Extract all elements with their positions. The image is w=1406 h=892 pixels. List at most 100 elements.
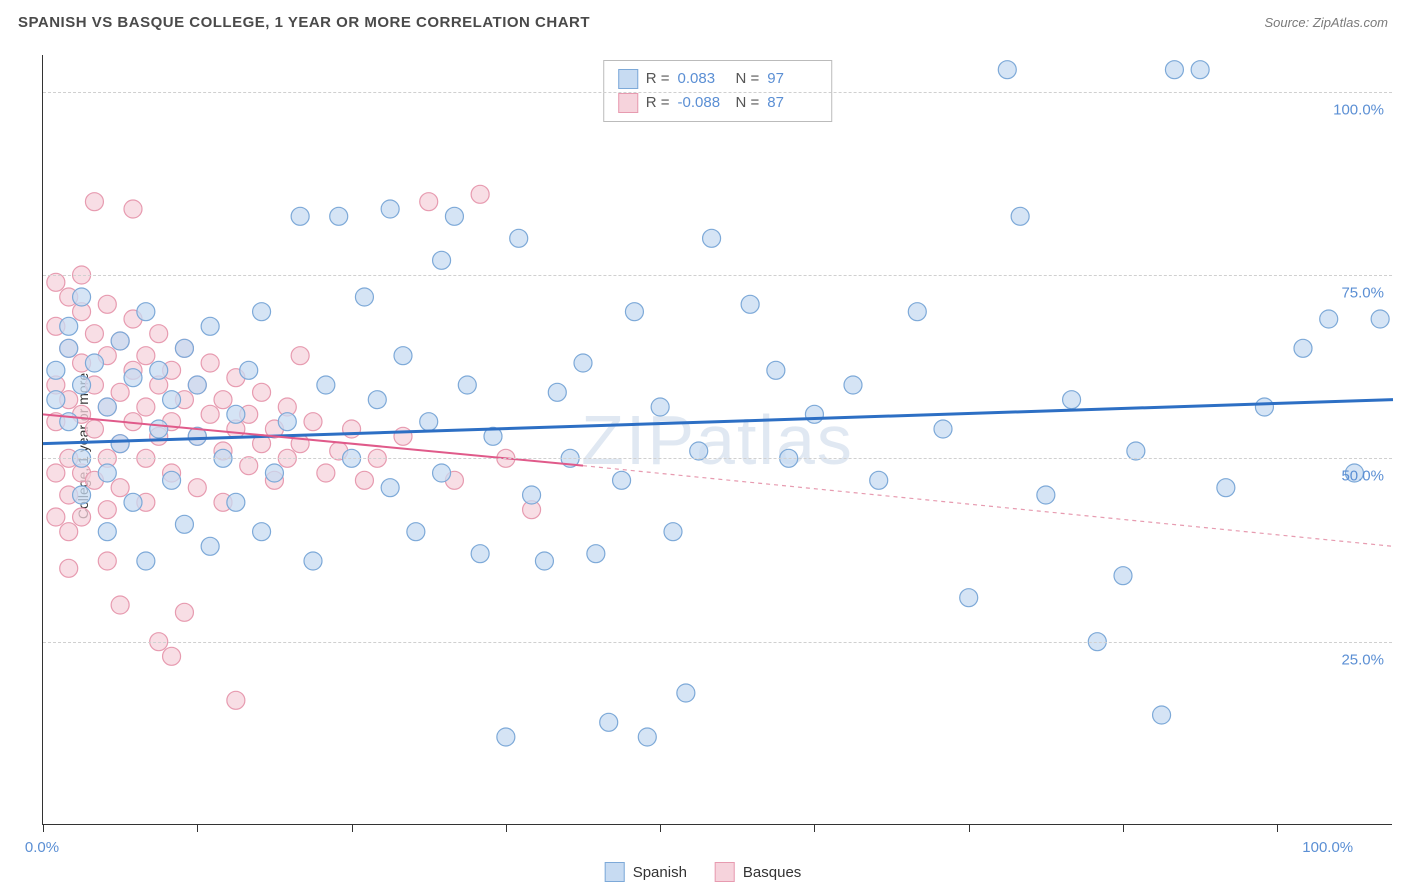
scatter-point — [1114, 567, 1132, 585]
scatter-point — [227, 493, 245, 511]
scatter-point — [805, 405, 823, 423]
scatter-point — [471, 545, 489, 563]
scatter-point — [175, 515, 193, 533]
swatch-spanish — [618, 69, 638, 89]
scatter-point — [137, 347, 155, 365]
scatter-point — [175, 339, 193, 357]
scatter-point — [214, 391, 232, 409]
chart-plot-area: ZIPatlas R = 0.083 N = 97 R = -0.088 N =… — [42, 55, 1392, 825]
scatter-point — [150, 361, 168, 379]
scatter-point — [690, 442, 708, 460]
scatter-point — [137, 303, 155, 321]
scatter-point — [741, 295, 759, 313]
source-label: Source: ZipAtlas.com — [1264, 15, 1388, 30]
scatter-point — [98, 523, 116, 541]
scatter-point — [163, 471, 181, 489]
scatter-point — [73, 486, 91, 504]
scatter-point — [111, 332, 129, 350]
scatter-point — [124, 200, 142, 218]
trend-line — [583, 466, 1393, 547]
scatter-point — [111, 479, 129, 497]
y-tick-label: 50.0% — [1341, 468, 1384, 485]
scatter-point — [227, 405, 245, 423]
scatter-point — [510, 229, 528, 247]
scatter-point — [1165, 61, 1183, 79]
scatter-point — [587, 545, 605, 563]
stats-row-spanish: R = 0.083 N = 97 — [618, 67, 818, 91]
legend-item-spanish: Spanish — [605, 862, 687, 882]
scatter-point — [1063, 391, 1081, 409]
scatter-point — [47, 361, 65, 379]
scatter-point — [960, 589, 978, 607]
scatter-point — [188, 479, 206, 497]
scatter-point — [111, 435, 129, 453]
scatter-point — [175, 603, 193, 621]
scatter-point — [85, 193, 103, 211]
x-tick — [506, 824, 507, 832]
scatter-point — [124, 369, 142, 387]
scatter-point — [355, 288, 373, 306]
scatter-point — [471, 185, 489, 203]
scatter-point — [767, 361, 785, 379]
x-tick — [43, 824, 44, 832]
scatter-point — [394, 347, 412, 365]
scatter-point — [1371, 310, 1389, 328]
scatter-point — [137, 552, 155, 570]
scatter-point — [1127, 442, 1145, 460]
scatter-point — [85, 325, 103, 343]
scatter-point — [111, 383, 129, 401]
x-tick — [814, 824, 815, 832]
scatter-point — [317, 376, 335, 394]
swatch-basques — [618, 93, 638, 113]
legend-item-basques: Basques — [715, 862, 801, 882]
x-tick — [352, 824, 353, 832]
scatter-point — [201, 317, 219, 335]
scatter-point — [613, 471, 631, 489]
x-tick — [969, 824, 970, 832]
scatter-svg — [43, 55, 1392, 824]
scatter-point — [330, 207, 348, 225]
scatter-point — [1320, 310, 1338, 328]
scatter-point — [407, 523, 425, 541]
scatter-point — [98, 295, 116, 313]
chart-title: SPANISH VS BASQUE COLLEGE, 1 YEAR OR MOR… — [18, 14, 590, 31]
scatter-point — [150, 325, 168, 343]
stat-n-label: N = — [736, 67, 760, 91]
scatter-point — [60, 317, 78, 335]
scatter-point — [638, 728, 656, 746]
scatter-point — [201, 405, 219, 423]
x-tick — [660, 824, 661, 832]
stat-r-basques: -0.088 — [678, 91, 728, 115]
scatter-point — [98, 501, 116, 519]
scatter-point — [253, 523, 271, 541]
scatter-point — [934, 420, 952, 438]
scatter-point — [278, 413, 296, 431]
scatter-point — [420, 193, 438, 211]
scatter-point — [163, 647, 181, 665]
scatter-point — [1153, 706, 1171, 724]
scatter-point — [240, 361, 258, 379]
scatter-point — [201, 537, 219, 555]
scatter-point — [600, 713, 618, 731]
scatter-point — [291, 207, 309, 225]
scatter-point — [445, 207, 463, 225]
scatter-point — [1037, 486, 1055, 504]
scatter-point — [433, 251, 451, 269]
scatter-point — [651, 398, 669, 416]
x-tick — [1277, 824, 1278, 832]
scatter-point — [137, 398, 155, 416]
scatter-point — [1191, 61, 1209, 79]
grid-line — [43, 642, 1392, 643]
scatter-point — [73, 508, 91, 526]
scatter-point — [304, 413, 322, 431]
scatter-point — [85, 354, 103, 372]
scatter-point — [1294, 339, 1312, 357]
stat-n-basques: 87 — [767, 91, 817, 115]
scatter-point — [47, 508, 65, 526]
y-tick-label: 75.0% — [1341, 285, 1384, 302]
scatter-point — [535, 552, 553, 570]
scatter-point — [60, 339, 78, 357]
scatter-point — [433, 464, 451, 482]
scatter-point — [111, 596, 129, 614]
scatter-point — [60, 523, 78, 541]
